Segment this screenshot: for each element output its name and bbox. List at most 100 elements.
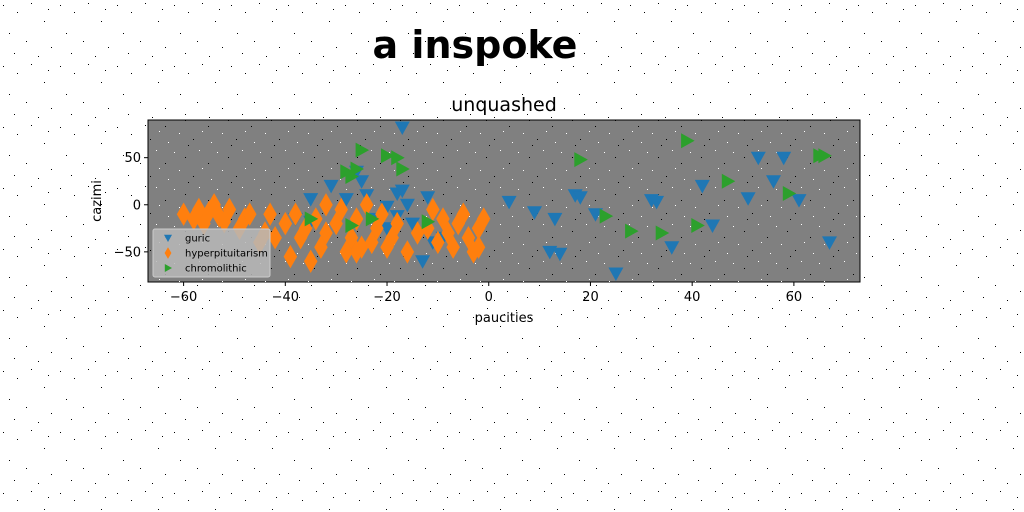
point-guric-0 <box>394 121 410 135</box>
data-points <box>176 121 837 281</box>
point-guric-37 <box>822 236 837 250</box>
point-hyperpituitarism-28 <box>344 226 359 250</box>
point-chromolithic-9 <box>365 211 380 227</box>
point-hyperpituitarism-11 <box>243 202 257 226</box>
point-hyperpituitarism-10 <box>237 207 252 231</box>
x-tick-label-6: 60 <box>786 290 803 305</box>
point-guric-11 <box>399 198 415 213</box>
point-guric-7 <box>379 200 395 215</box>
point-hyperpituitarism-52 <box>476 207 491 231</box>
point-hyperpituitarism-17 <box>288 202 303 226</box>
point-hyperpituitarism-14 <box>268 226 282 250</box>
point-guric-32 <box>740 192 756 206</box>
figure-suptitle: a inspoke <box>373 23 578 67</box>
point-guric-30 <box>694 179 710 194</box>
x-tick-label-1: −40 <box>272 290 299 305</box>
point-guric-22 <box>552 247 568 262</box>
point-guric-25 <box>588 208 603 222</box>
point-guric-3 <box>338 193 354 207</box>
point-guric-1 <box>303 193 319 207</box>
legend-marker-guric <box>164 234 172 242</box>
point-chromolithic-10 <box>421 214 436 230</box>
point-hyperpituitarism-31 <box>359 193 374 217</box>
point-guric-24 <box>572 191 588 205</box>
point-hyperpituitarism-35 <box>380 235 394 259</box>
point-guric-33 <box>750 151 766 166</box>
point-hyperpituitarism-46 <box>451 211 465 236</box>
point-chromolithic-1 <box>345 169 359 184</box>
point-chromolithic-16 <box>691 218 705 233</box>
point-chromolithic-8 <box>345 218 359 233</box>
point-guric-31 <box>705 219 720 233</box>
point-hyperpituitarism-39 <box>410 221 425 245</box>
point-guric-35 <box>776 151 792 166</box>
chart-title: unquashed <box>451 94 557 116</box>
point-hyperpituitarism-15 <box>278 211 293 236</box>
x-tick-label-5: 40 <box>684 290 701 305</box>
x-axis-ticks: −60 −40 −20 0 20 40 60 <box>170 282 802 305</box>
point-hyperpituitarism-26 <box>334 197 348 222</box>
point-chromolithic-5 <box>391 150 405 166</box>
x-tick-label-3: 0 <box>485 290 493 305</box>
point-hyperpituitarism-4 <box>202 200 216 224</box>
x-tick-label-4: 20 <box>582 290 599 305</box>
y-tick-label-0: −50 <box>114 245 141 260</box>
point-hyperpituitarism-24 <box>319 193 333 217</box>
point-hyperpituitarism-22 <box>314 235 328 259</box>
point-hyperpituitarism-54 <box>263 202 277 226</box>
point-guric-16 <box>379 222 395 236</box>
legend-label-guric: guric <box>185 234 210 245</box>
legend-marker-chromolithic <box>164 264 172 272</box>
point-chromolithic-20 <box>818 148 832 164</box>
point-hyperpituitarism-20 <box>304 249 318 273</box>
point-hyperpituitarism-48 <box>461 226 476 250</box>
point-chromolithic-3 <box>355 142 370 158</box>
point-hyperpituitarism-27 <box>339 240 354 264</box>
point-chromolithic-18 <box>782 186 797 201</box>
point-hyperpituitarism-37 <box>390 211 404 236</box>
point-guric-12 <box>405 217 420 232</box>
point-chromolithic-7 <box>304 211 319 227</box>
point-guric-28 <box>649 195 665 210</box>
point-hyperpituitarism-51 <box>471 235 486 259</box>
x-tick-label-2: −20 <box>373 290 400 305</box>
legend-label-chromolithic: chromolithic <box>185 264 247 275</box>
point-hyperpituitarism-45 <box>446 235 460 259</box>
x-tick-label-0: −60 <box>170 290 197 305</box>
point-hyperpituitarism-53 <box>349 240 364 264</box>
point-hyperpituitarism-42 <box>431 230 445 255</box>
point-guric-26 <box>608 267 624 281</box>
y-tick-label-1: 0 <box>133 198 141 213</box>
point-guric-13 <box>415 255 431 269</box>
legend-marker-hyperpituitarism <box>164 247 172 259</box>
point-hyperpituitarism-0 <box>176 202 191 226</box>
point-guric-2 <box>323 179 339 194</box>
point-hyperpituitarism-47 <box>456 202 471 226</box>
legend-label-hyperpituitarism: hyperpituitarism <box>185 249 268 260</box>
y-axis-ticks: −50 0 50 <box>114 151 148 260</box>
point-guric-34 <box>766 175 781 189</box>
point-guric-29 <box>664 241 680 255</box>
x-axis-label: paucities <box>475 311 534 326</box>
point-chromolithic-15 <box>681 133 695 149</box>
point-chromolithic-14 <box>655 225 670 241</box>
point-hyperpituitarism-41 <box>426 197 440 222</box>
point-hyperpituitarism-36 <box>385 226 399 250</box>
point-guric-39 <box>354 175 370 189</box>
point-hyperpituitarism-38 <box>400 240 415 264</box>
point-guric-36 <box>791 194 807 208</box>
point-hyperpituitarism-5 <box>207 193 221 217</box>
point-guric-14 <box>420 191 436 205</box>
point-chromolithic-11 <box>574 152 588 168</box>
point-guric-19 <box>527 206 542 220</box>
point-chromolithic-13 <box>625 223 639 239</box>
point-guric-21 <box>547 212 563 227</box>
point-chromolithic-12 <box>599 208 614 224</box>
point-chromolithic-17 <box>721 173 736 189</box>
point-guric-9 <box>394 184 410 199</box>
y-axis-label: cazimi <box>90 180 105 222</box>
point-hyperpituitarism-34 <box>375 202 389 226</box>
point-chromolithic-4 <box>381 148 395 164</box>
point-guric-18 <box>501 195 517 210</box>
